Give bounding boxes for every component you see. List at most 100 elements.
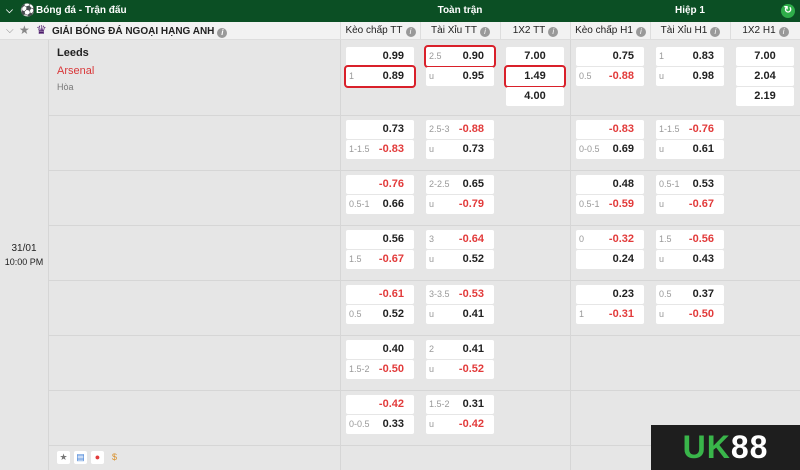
info-icon[interactable]: i <box>217 28 228 38</box>
odds-button[interactable]: 1 0.83 <box>656 47 724 66</box>
odds-button[interactable]: 0.48 <box>576 175 644 194</box>
odds-button[interactable]: 3-3.5 -0.53 <box>426 285 494 304</box>
collapse-icon[interactable]: ⌵ <box>6 5 13 15</box>
stats-icon[interactable]: ▤ <box>74 451 87 464</box>
info-icon[interactable]: i <box>635 27 646 37</box>
collapse-icon[interactable]: ⌵ <box>6 25 14 36</box>
odds-button[interactable]: 0.5-1 0.66 <box>346 195 414 214</box>
odds-button[interactable]: -0.61 <box>346 285 414 304</box>
odds-button[interactable]: 4.00 <box>506 87 564 106</box>
handicap-line: 0.5 <box>659 289 672 299</box>
odds-button[interactable]: 2.5 0.90 <box>424 45 496 68</box>
divider <box>48 40 49 470</box>
odds-button[interactable]: 0-0.5 0.33 <box>346 415 414 434</box>
odds-button[interactable]: 1-1.5 -0.76 <box>656 120 724 139</box>
odds-button[interactable]: u 0.73 <box>426 140 494 159</box>
handicap-line: u <box>659 144 665 154</box>
info-icon[interactable]: i <box>710 27 721 37</box>
odds-button[interactable]: 2.04 <box>736 67 794 86</box>
odds-button[interactable]: u 0.43 <box>656 250 724 269</box>
info-icon[interactable]: i <box>778 27 789 37</box>
odds-button[interactable]: 0.73 <box>346 120 414 139</box>
row-divider <box>48 115 800 116</box>
odds-button[interactable]: 0.75 <box>576 47 644 66</box>
odds-button[interactable]: 0.40 <box>346 340 414 359</box>
odds-value: 0.61 <box>692 143 714 155</box>
odds-button[interactable]: -0.83 <box>576 120 644 139</box>
full-match-label: Toàn trận <box>437 5 483 16</box>
info-icon[interactable]: i <box>548 27 559 37</box>
refresh-icon[interactable]: ↻ <box>781 4 795 18</box>
odds-value: 0.24 <box>612 253 634 265</box>
divider <box>340 40 341 470</box>
odds-button[interactable]: 1.49 <box>504 65 566 88</box>
info-icon[interactable]: i <box>479 27 490 37</box>
odds-value: 0.31 <box>462 398 484 410</box>
star-icon[interactable]: ★ <box>57 451 70 464</box>
odds-button[interactable]: 0.23 <box>576 285 644 304</box>
odds-value: 0.98 <box>692 70 714 82</box>
odds-button[interactable]: u 0.98 <box>656 67 724 86</box>
handicap-line: 0.5-1 <box>579 199 600 209</box>
odds-value: 0.99 <box>382 50 404 62</box>
handicap-line: u <box>659 71 665 81</box>
odds-button[interactable]: 2 0.41 <box>426 340 494 359</box>
odds-button[interactable]: u -0.79 <box>426 195 494 214</box>
handicap-line: 2.5-3 <box>429 124 450 134</box>
odds-button[interactable]: u 0.52 <box>426 250 494 269</box>
odds-button[interactable]: 2.19 <box>736 87 794 106</box>
odds-button[interactable]: 3 -0.64 <box>426 230 494 249</box>
fire-icon[interactable]: ● <box>91 451 104 464</box>
odds-button[interactable]: 7.00 <box>506 47 564 66</box>
divider <box>570 40 571 470</box>
odds-button[interactable]: 0.5 0.37 <box>656 285 724 304</box>
odds-button[interactable]: 0-0.5 0.69 <box>576 140 644 159</box>
odds-button[interactable]: 7.00 <box>736 47 794 66</box>
odds-button[interactable]: 1 -0.31 <box>576 305 644 324</box>
odds-value: 0.41 <box>462 343 484 355</box>
uk88-logo: UK88 <box>651 425 800 470</box>
odds-value: 0.73 <box>382 123 404 135</box>
odds-button[interactable]: u -0.42 <box>426 415 494 434</box>
odds-button[interactable]: 0.56 <box>346 230 414 249</box>
handicap-line: u <box>659 309 665 319</box>
odds-button[interactable]: 0.99 <box>346 47 414 66</box>
odds-button[interactable]: 1.5 -0.56 <box>656 230 724 249</box>
odds-button[interactable]: 2-2.5 0.65 <box>426 175 494 194</box>
odds-value: 0.83 <box>692 50 714 62</box>
star-icon[interactable]: ★ <box>19 23 30 37</box>
odds-button[interactable]: 1.5 -0.67 <box>346 250 414 269</box>
odds-button[interactable]: 1.5-2 0.31 <box>426 395 494 414</box>
odds-button[interactable]: -0.42 <box>346 395 414 414</box>
handicap-line: u <box>429 144 435 154</box>
odds-button[interactable]: 0.5 0.52 <box>346 305 414 324</box>
handicap-line: u <box>429 309 435 319</box>
odds-button[interactable]: 0 -0.32 <box>576 230 644 249</box>
odds-button[interactable]: u -0.67 <box>656 195 724 214</box>
handicap-line: u <box>429 419 435 429</box>
row-divider <box>48 390 800 391</box>
odds-button[interactable]: 0.5-1 0.53 <box>656 175 724 194</box>
odds-button[interactable]: 2.5-3 -0.88 <box>426 120 494 139</box>
handicap-line: u <box>429 71 435 81</box>
info-icon[interactable]: i <box>405 27 416 37</box>
odds-value: -0.50 <box>688 308 714 320</box>
odds-value: 0.89 <box>382 70 404 82</box>
odds-value: 0.33 <box>382 418 404 430</box>
odds-button[interactable]: -0.76 <box>346 175 414 194</box>
odds-button[interactable]: u -0.50 <box>656 305 724 324</box>
odds-value: -0.88 <box>608 70 634 82</box>
odds-button[interactable]: 0.24 <box>576 250 644 269</box>
odds-button[interactable]: 0.5-1 -0.59 <box>576 195 644 214</box>
odds-button[interactable]: 1-1.5 -0.83 <box>346 140 414 159</box>
odds-button[interactable]: 0.5 -0.88 <box>576 67 644 86</box>
draw-label: Hòa <box>57 82 74 92</box>
odds-button[interactable]: 1.5-2 -0.50 <box>346 360 414 379</box>
match-date: 31/01 <box>11 243 37 254</box>
odds-button[interactable]: u -0.52 <box>426 360 494 379</box>
odds-button[interactable]: 1 0.89 <box>344 65 416 88</box>
odds-button[interactable]: u 0.95 <box>426 67 494 86</box>
coin-icon[interactable]: $ <box>111 452 117 462</box>
odds-button[interactable]: u 0.41 <box>426 305 494 324</box>
odds-button[interactable]: u 0.61 <box>656 140 724 159</box>
